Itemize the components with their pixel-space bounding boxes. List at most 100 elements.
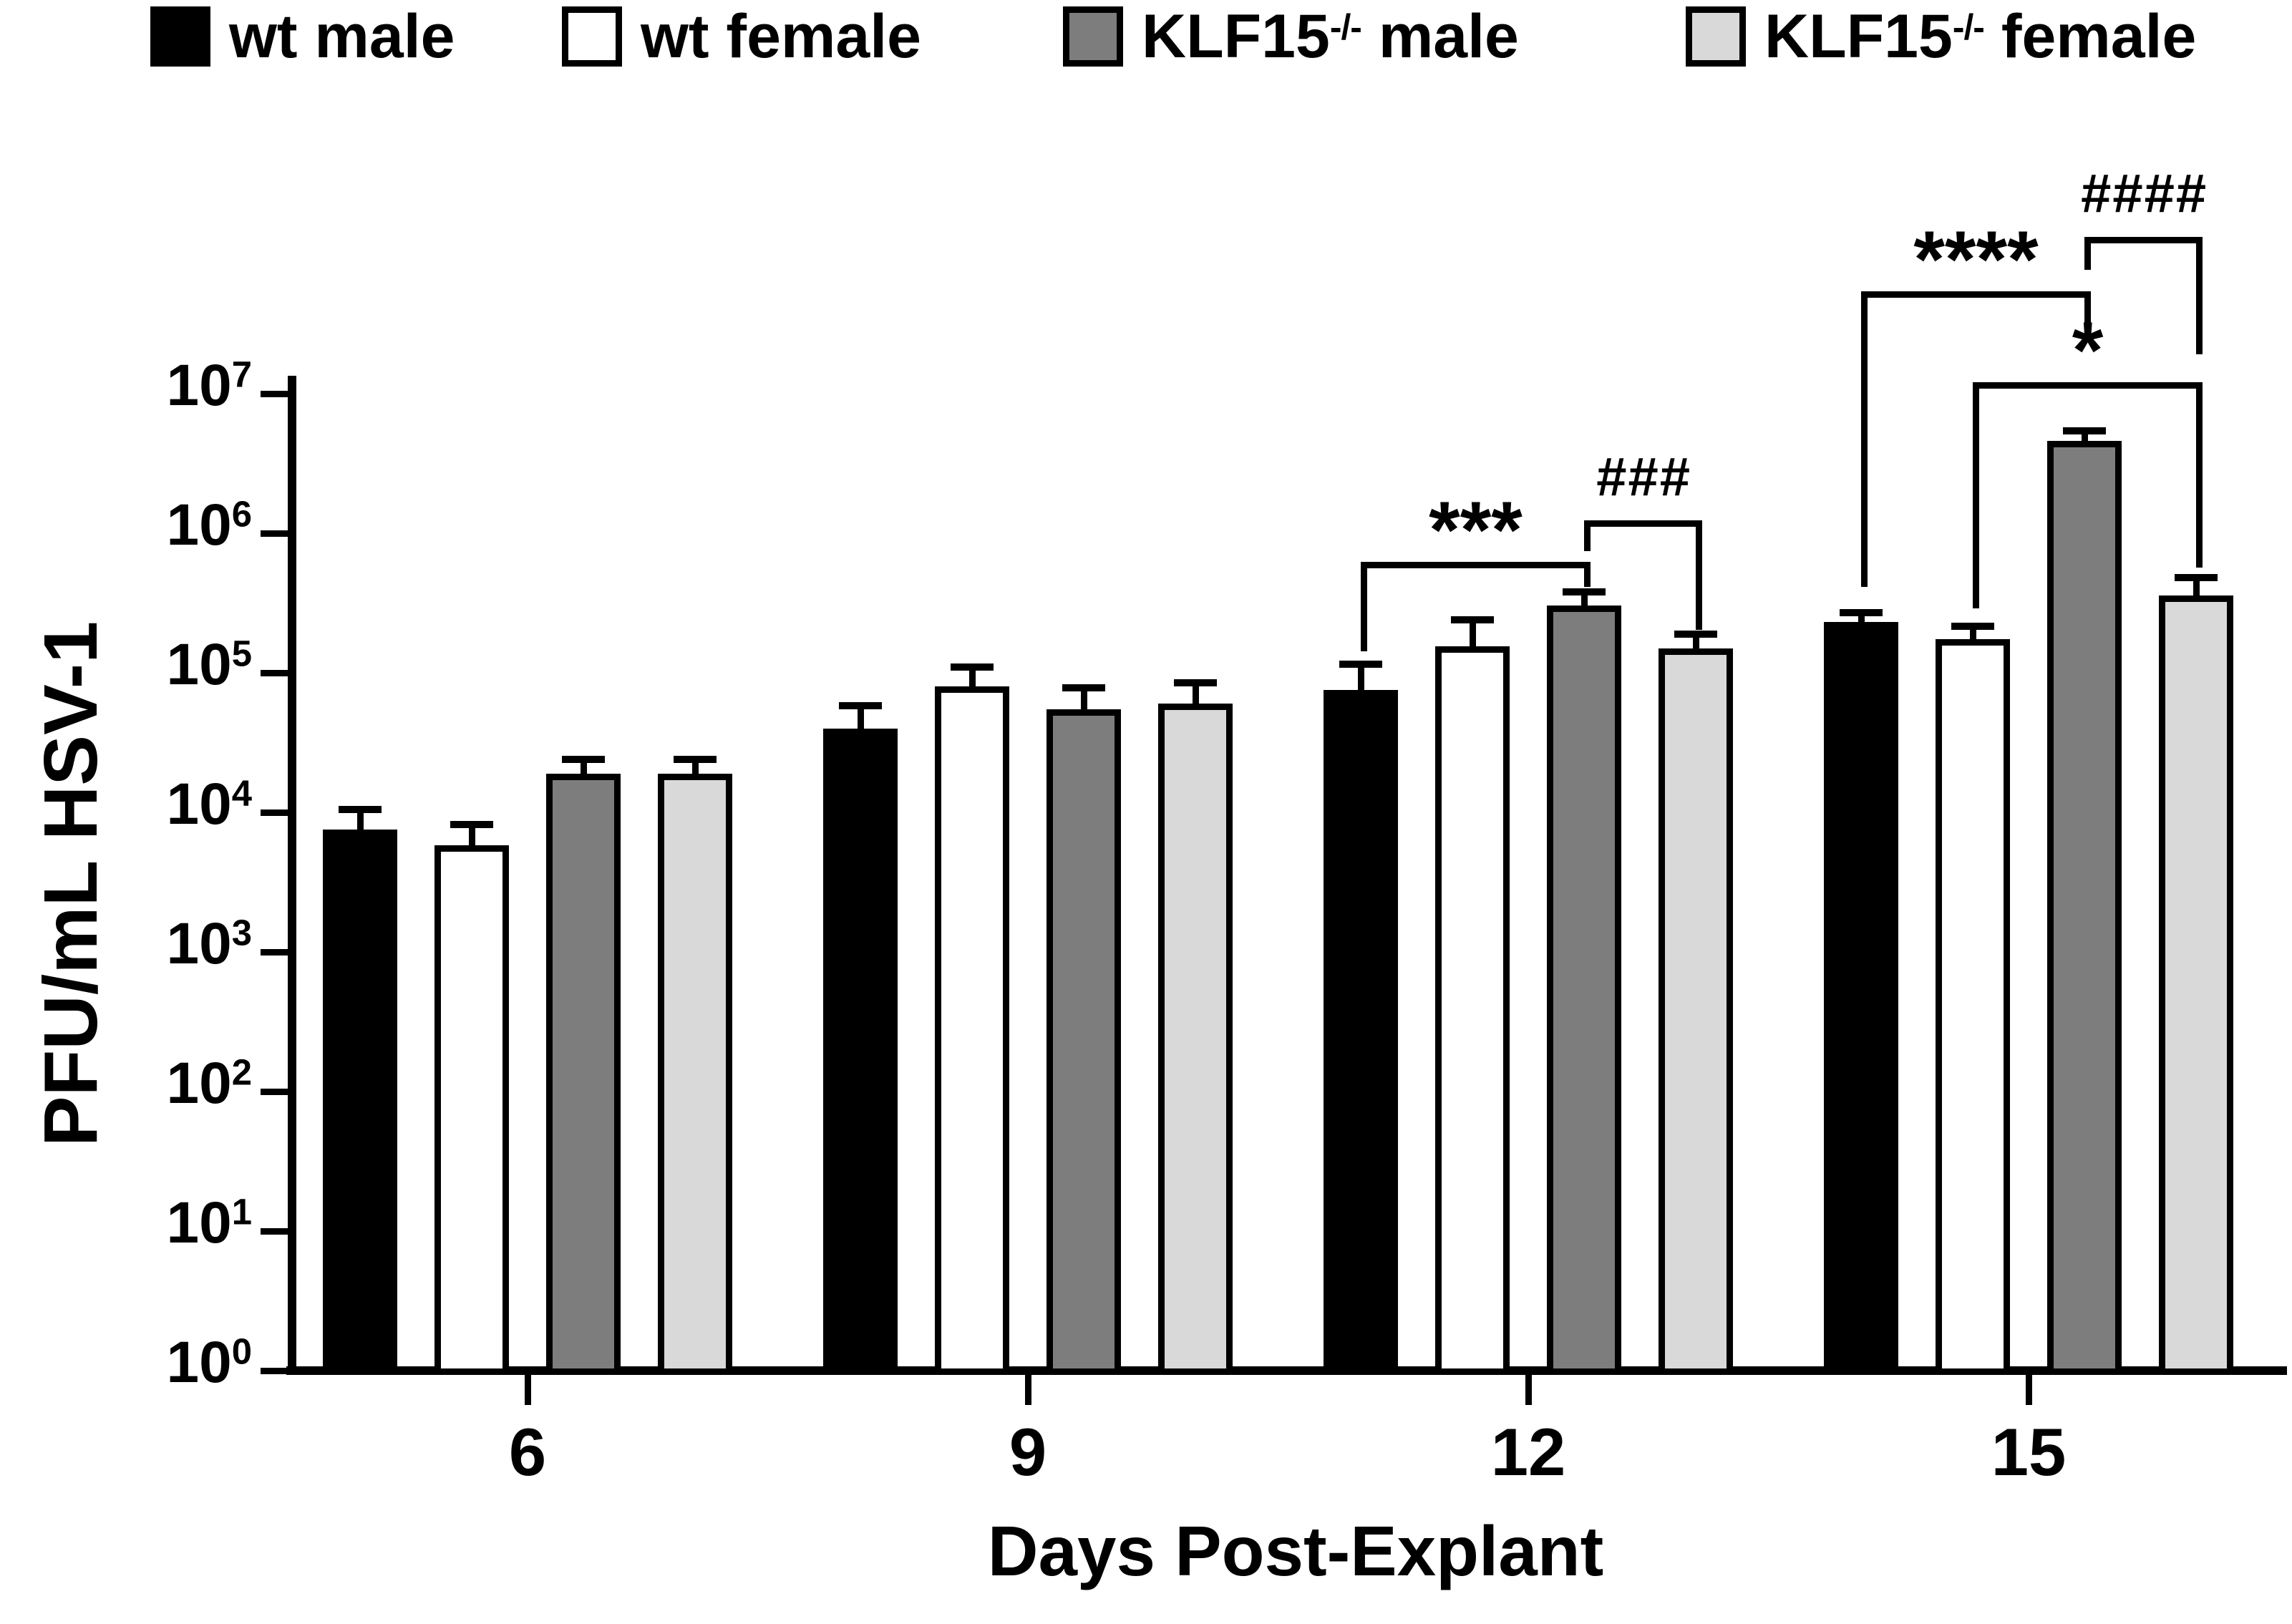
significance-2-day-15-leg-left xyxy=(1861,291,1868,587)
error-bar-klf15-male-day-15 xyxy=(2082,431,2088,445)
x-tick-label-day-6: 6 xyxy=(508,1414,547,1489)
bar-wt-male-day-15 xyxy=(1824,622,1898,1375)
error-bar-klf15-male-day-12 xyxy=(1581,591,1588,610)
significance-3-day-15-leg-right xyxy=(2196,237,2203,354)
bar-wt-female-day-12 xyxy=(1435,646,1510,1375)
significance-4-day-15-label: * xyxy=(2072,306,2104,395)
y-tick-label-10e5: 105 xyxy=(166,632,253,697)
y-tick-label-10e2: 102 xyxy=(166,1051,253,1116)
legend-swatch-wt-male xyxy=(150,6,210,67)
error-bar-klf15-female-day-15 xyxy=(2193,578,2200,600)
significance-1-day-12-leg-left xyxy=(1584,520,1591,551)
significance-4-day-15-leg-left xyxy=(1973,382,1979,608)
x-tick-day-12 xyxy=(1525,1375,1532,1405)
bar-klf15-female-day-12 xyxy=(1659,648,1733,1375)
error-bar-klf15-female-day-9 xyxy=(1193,682,1199,709)
bar-wt-male-day-9 xyxy=(823,728,898,1375)
error-cap-wt-male-day-15 xyxy=(1840,608,1883,616)
bar-klf15-female-day-15 xyxy=(2159,595,2233,1375)
error-cap-wt-female-day-15 xyxy=(1951,623,1994,631)
error-cap-klf15-female-day-6 xyxy=(674,755,717,763)
significance-0-day-12-leg-right xyxy=(1584,562,1591,587)
error-cap-klf15-female-day-12 xyxy=(1674,630,1717,638)
error-bar-wt-female-day-6 xyxy=(469,824,475,850)
y-tick-label-10e1: 101 xyxy=(166,1190,253,1255)
significance-1-day-12-label: ### xyxy=(1596,447,1691,507)
y-axis-line xyxy=(288,376,296,1375)
legend-label-klf15-female: KLF15-/- female xyxy=(1764,2,2197,71)
error-bar-wt-female-day-12 xyxy=(1470,619,1476,651)
significance-3-day-15-bar xyxy=(2084,237,2203,243)
legend-item-wt-female: wt female xyxy=(562,6,921,67)
significance-0-day-12-leg-left xyxy=(1361,562,1367,651)
legend-label-wt-female: wt female xyxy=(641,2,921,71)
x-tick-label-day-15: 15 xyxy=(1991,1414,2067,1489)
legend-item-klf15-male: KLF15-/- male xyxy=(1063,6,1519,67)
legend-label-klf15-male: KLF15-/- male xyxy=(1142,2,1519,71)
x-tick-label-day-12: 12 xyxy=(1490,1414,1566,1489)
bar-klf15-female-day-6 xyxy=(658,773,732,1375)
error-bar-wt-male-day-6 xyxy=(357,809,364,835)
y-tick-10e6 xyxy=(261,530,293,537)
bar-klf15-male-day-12 xyxy=(1547,605,1621,1375)
bar-klf15-male-day-15 xyxy=(2047,440,2122,1375)
error-bar-wt-male-day-15 xyxy=(1858,612,1865,627)
significance-2-day-15-label: **** xyxy=(1913,215,2039,304)
significance-4-day-15-leg-right xyxy=(2196,382,2203,568)
y-tick-10e4 xyxy=(261,809,293,816)
significance-3-day-15-leg-left xyxy=(2084,237,2091,270)
x-tick-day-15 xyxy=(2026,1375,2032,1405)
error-cap-wt-male-day-12 xyxy=(1339,661,1382,668)
y-tick-label-10e4: 104 xyxy=(166,772,253,837)
error-cap-wt-female-day-6 xyxy=(450,820,493,828)
y-tick-10e0 xyxy=(261,1368,293,1374)
bar-wt-female-day-9 xyxy=(935,686,1009,1375)
y-tick-10e1 xyxy=(261,1228,293,1235)
y-axis-title: PFU/mL HSV-1 xyxy=(29,621,113,1147)
error-bar-klf15-female-day-6 xyxy=(692,759,699,778)
x-axis-line xyxy=(286,1366,2287,1375)
x-tick-label-day-9: 9 xyxy=(1009,1414,1047,1489)
significance-0-day-12-label: *** xyxy=(1429,485,1523,575)
significance-2-day-15-bar xyxy=(1861,291,2091,298)
significance-2-day-15-leg-right xyxy=(2084,291,2091,324)
legend-item-wt-male: wt male xyxy=(150,6,455,67)
bar-klf15-female-day-9 xyxy=(1158,704,1233,1375)
significance-4-day-15-bar xyxy=(1973,382,2203,389)
bar-klf15-male-day-6 xyxy=(546,773,621,1375)
error-cap-wt-male-day-6 xyxy=(339,805,382,813)
legend-swatch-klf15-female xyxy=(1686,6,1746,67)
legend-swatch-wt-female xyxy=(562,6,622,67)
error-bar-klf15-male-day-9 xyxy=(1081,688,1087,714)
legend-item-klf15-female: KLF15-/- female xyxy=(1686,6,2196,67)
bar-wt-female-day-15 xyxy=(1936,638,2010,1375)
significance-1-day-12-leg-right xyxy=(1696,520,1702,630)
error-bar-wt-male-day-12 xyxy=(1358,664,1364,695)
error-cap-klf15-male-day-9 xyxy=(1062,684,1105,692)
y-tick-10e3 xyxy=(261,949,293,956)
error-bar-klf15-female-day-12 xyxy=(1693,633,1699,653)
significance-3-day-15-label: #### xyxy=(2079,163,2208,224)
significance-0-day-12-bar xyxy=(1361,562,1591,568)
error-cap-klf15-male-day-12 xyxy=(1563,588,1606,595)
error-bar-wt-female-day-9 xyxy=(969,666,976,691)
error-bar-wt-female-day-15 xyxy=(1970,626,1976,643)
error-bar-klf15-male-day-6 xyxy=(581,759,587,778)
error-cap-klf15-female-day-15 xyxy=(2175,574,2218,582)
error-cap-wt-male-day-9 xyxy=(839,702,882,710)
x-tick-day-6 xyxy=(525,1375,531,1405)
y-tick-10e5 xyxy=(261,670,293,676)
error-bar-wt-male-day-9 xyxy=(858,706,864,733)
error-cap-klf15-male-day-6 xyxy=(562,755,605,763)
y-tick-10e7 xyxy=(261,391,293,397)
bar-wt-female-day-6 xyxy=(434,845,509,1375)
bar-wt-male-day-6 xyxy=(323,830,397,1375)
y-tick-label-10e6: 106 xyxy=(166,492,253,558)
bar-wt-male-day-12 xyxy=(1324,690,1398,1375)
y-tick-label-10e0: 100 xyxy=(166,1330,253,1395)
y-tick-10e2 xyxy=(261,1089,293,1095)
error-cap-wt-female-day-12 xyxy=(1451,616,1494,623)
y-tick-label-10e3: 103 xyxy=(166,911,253,976)
bar-klf15-male-day-9 xyxy=(1047,709,1121,1375)
